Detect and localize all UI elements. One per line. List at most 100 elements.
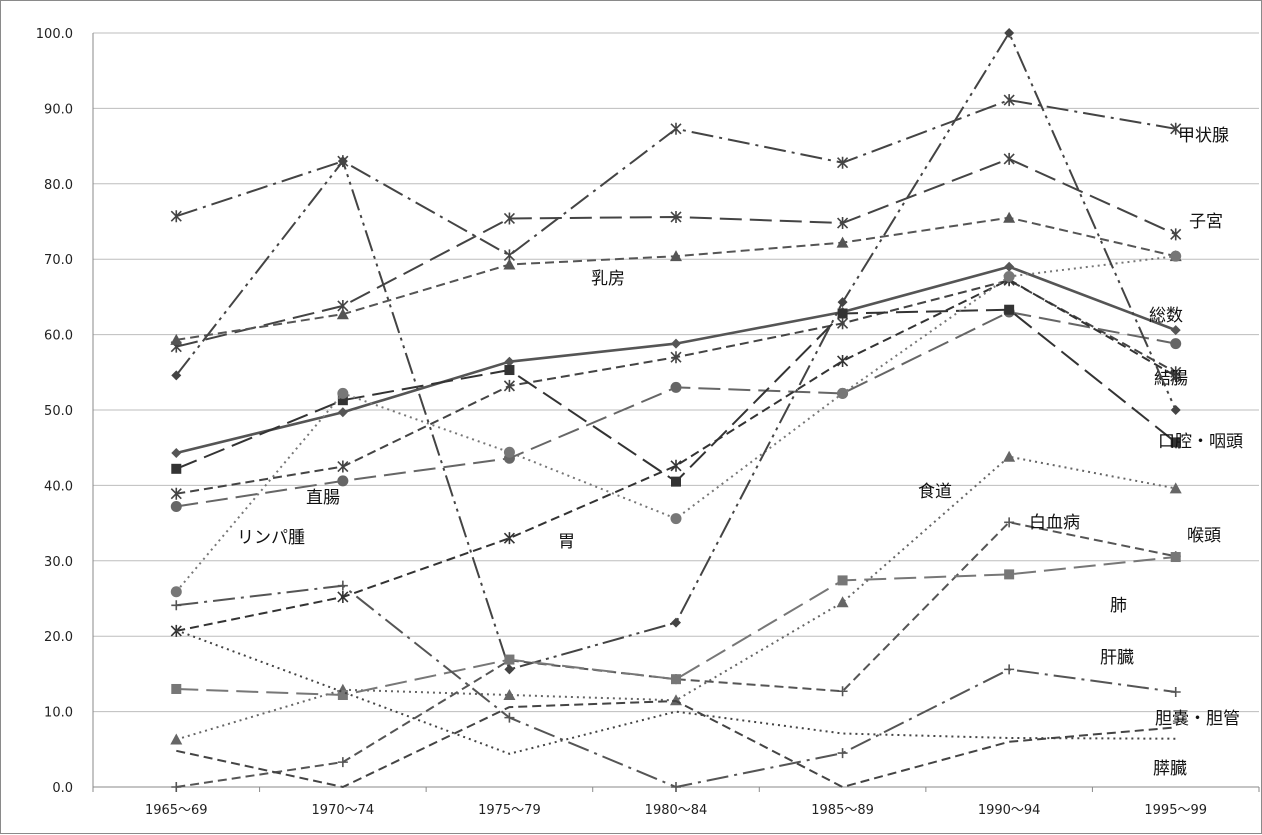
series-13-point	[337, 580, 348, 591]
series-9-point	[1004, 28, 1015, 38]
series-12-point	[671, 674, 681, 685]
series-10-label: 喉頭	[1187, 526, 1221, 546]
series-1-point	[1003, 94, 1015, 107]
y-tick-label: 80.0	[44, 178, 73, 193]
series-5-label: 直腸	[306, 488, 340, 508]
series-13-point	[171, 600, 182, 611]
y-tick-label: 50.0	[44, 404, 73, 419]
series-5-point	[1170, 338, 1182, 350]
series-9-point	[671, 617, 681, 628]
series-9-point	[837, 297, 848, 308]
series-1-point	[670, 122, 682, 135]
series-1-point	[170, 210, 182, 223]
series-6-label: 口腔・咽頭	[1158, 432, 1243, 452]
series-8-point	[1003, 271, 1015, 283]
series-0-point	[671, 338, 681, 349]
series-12-label: 肺	[1110, 596, 1127, 616]
series-14-label: 胆嚢・胆管	[1155, 709, 1240, 729]
series-6-point	[671, 476, 681, 487]
series-4-label: 結腸	[1154, 369, 1188, 389]
x-tick-label: 1990〜94	[978, 803, 1041, 818]
series-4-point	[670, 351, 682, 364]
series-10-point	[1169, 482, 1182, 494]
series-6-line	[175, 308, 1177, 483]
series-10-point	[503, 689, 516, 701]
y-tick-label: 30.0	[44, 555, 73, 570]
series-6-point	[837, 308, 848, 319]
series-6-point	[1004, 304, 1015, 315]
series-8-point	[1170, 250, 1182, 262]
series-7-label: 胃	[558, 532, 575, 552]
series-12-point	[171, 683, 182, 694]
series-4-point	[337, 460, 349, 473]
series-3-point	[836, 236, 849, 248]
series-13-line	[176, 584, 1176, 789]
series-1-point	[837, 156, 849, 169]
series-3-point	[670, 250, 682, 262]
series-10-point	[170, 733, 183, 745]
series-12-point	[504, 654, 515, 665]
series-4-point	[503, 379, 515, 392]
series-14-line	[175, 629, 1176, 755]
series-8-label: リンパ腫	[237, 528, 305, 548]
series-4-point	[837, 317, 849, 330]
series-12-point	[1004, 569, 1015, 580]
series-7-point	[1170, 370, 1182, 383]
series-11-label: 白血病	[1029, 513, 1080, 533]
series-2-label: 子宮	[1189, 212, 1223, 232]
series-5-point	[170, 501, 182, 513]
series-9-point	[504, 664, 515, 675]
series-11-point	[1004, 517, 1015, 528]
series-15-label: 膵臓	[1153, 759, 1187, 779]
y-tick-label: 0.0	[52, 781, 73, 796]
series-13-point	[1004, 664, 1015, 675]
x-tick-label: 1965〜69	[145, 803, 208, 818]
series-11-line	[176, 521, 1176, 788]
series-15-line	[176, 699, 1176, 789]
series-1-point	[1170, 122, 1182, 135]
series-8-point	[337, 387, 349, 399]
series-0-point	[337, 407, 348, 418]
series-7-point	[337, 590, 349, 603]
series-0-point	[504, 356, 515, 367]
series-11-point	[837, 686, 848, 697]
series-13-point	[504, 712, 515, 723]
series-7-point	[670, 459, 682, 472]
series-13-point	[837, 748, 848, 759]
series-3-point	[1003, 211, 1016, 223]
series-9-point	[171, 370, 182, 381]
series-12-point	[337, 690, 348, 701]
series-9-point	[337, 156, 348, 167]
series-10-point	[1003, 450, 1016, 462]
series-13-point	[1170, 686, 1181, 697]
series-8-point	[670, 513, 682, 525]
x-tick-label: 1985〜89	[811, 803, 874, 818]
y-tick-label: 40.0	[44, 479, 73, 494]
series-8-point	[837, 387, 849, 399]
series-6-point	[171, 463, 182, 474]
series-9-label: 食道	[918, 482, 952, 502]
series-4-point	[170, 487, 182, 500]
series-0-point	[1004, 261, 1015, 272]
series-3-label: 乳房	[591, 269, 625, 289]
series-2-point	[837, 217, 849, 230]
series-8-line	[175, 255, 1176, 593]
y-tick-label: 70.0	[44, 253, 73, 268]
x-tick-label: 1970〜74	[312, 803, 375, 818]
series-0-point	[171, 447, 182, 458]
x-tick-label: 1995〜99	[1144, 803, 1207, 818]
series-5-point	[337, 475, 349, 487]
y-tick-label: 60.0	[44, 329, 73, 344]
y-tick-label: 100.0	[36, 27, 73, 42]
series-3-point	[503, 258, 516, 270]
series-0-label: 総数	[1149, 306, 1183, 326]
series-2-point	[503, 212, 515, 225]
series-13-label: 肝臓	[1100, 648, 1134, 668]
series-0-point	[1170, 325, 1181, 336]
series-3-point	[170, 333, 183, 345]
series-2-point	[1003, 152, 1015, 165]
series-11-point	[171, 782, 182, 792]
x-tick-label: 1980〜84	[645, 803, 708, 818]
